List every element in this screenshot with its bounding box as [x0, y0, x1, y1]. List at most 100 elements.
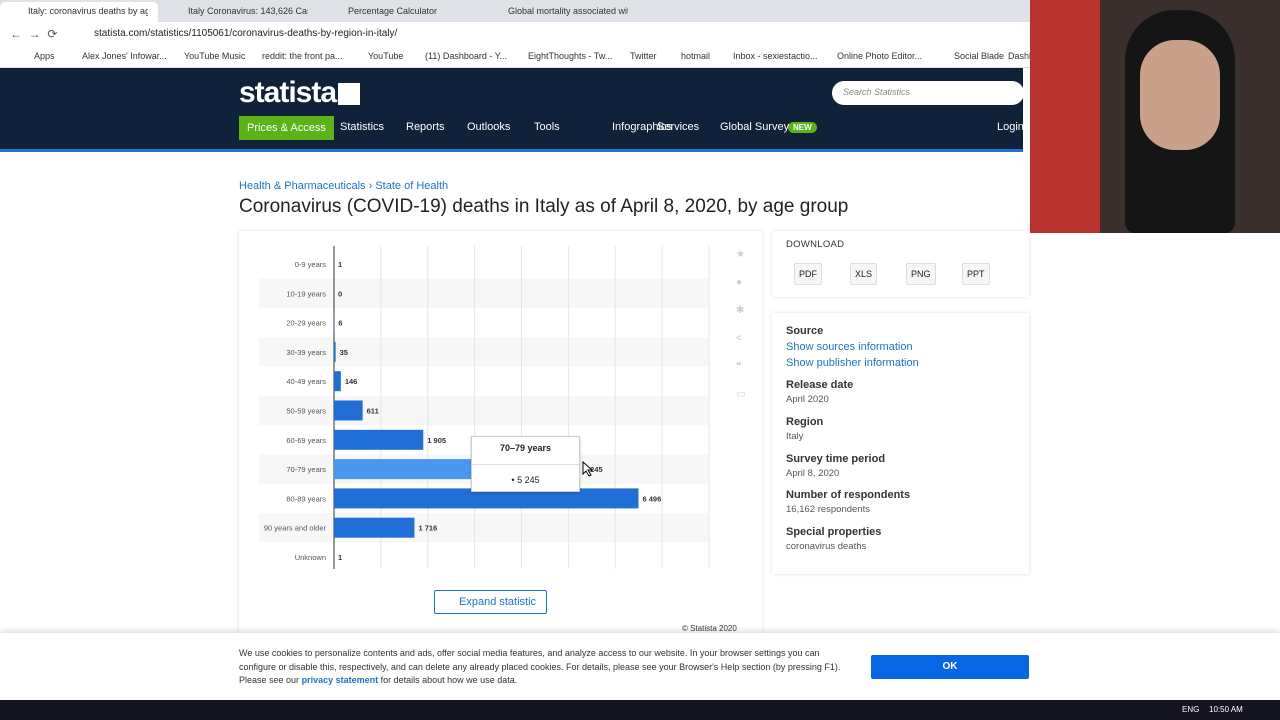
- bar: [334, 341, 336, 362]
- shelf: [1030, 0, 1100, 233]
- value-label: 1 716: [418, 524, 437, 533]
- detail-value: April 8, 2020: [786, 467, 840, 479]
- nav-item[interactable]: Services: [657, 121, 700, 133]
- source-link[interactable]: Show sources information: [786, 341, 913, 353]
- y-tick-label: 70-79 years: [286, 465, 326, 474]
- bookmark[interactable]: Social Blade: [954, 51, 1005, 61]
- tooltip-value-text: 5 245: [517, 475, 540, 485]
- prices-button[interactable]: Prices & Access: [239, 116, 334, 140]
- tab[interactable]: Italy Coronavirus: 143,626 Cases: [160, 2, 318, 22]
- detail-value: coronavirus deaths: [786, 541, 867, 553]
- cookie-body: We use cookies to personalize contents a…: [239, 648, 841, 685]
- tooltip-category: 70–79 years: [499, 443, 552, 453]
- cursor: [582, 461, 594, 477]
- y-tick-label: 50-59 years: [286, 407, 326, 416]
- nav-item[interactable]: Outlooks: [467, 121, 511, 133]
- download-button[interactable]: PPT: [962, 263, 990, 285]
- nav-item[interactable]: Statistics: [340, 121, 385, 133]
- bookmark[interactable]: reddit: the front pa...: [262, 51, 343, 61]
- ok-button[interactable]: OK: [871, 655, 1029, 679]
- login[interactable]: Login: [997, 121, 1024, 133]
- bookmark[interactable]: Inbox - sexiestactio...: [733, 51, 818, 61]
- bar: [334, 488, 639, 509]
- chart-tools[interactable]: ★ ● ✱ < ❝ ▭: [736, 249, 746, 400]
- download-button[interactable]: PDF: [794, 263, 822, 285]
- chart: 0-9 years 1 10-19 years 0 20-29 years 6 30-39 …: [259, 246, 710, 569]
- bar: [334, 429, 424, 450]
- url[interactable]: statista.com/statistics/1105061/coronavi…: [94, 28, 398, 39]
- row-band: [259, 278, 709, 308]
- tab-title: Global mortality associated with: [508, 6, 628, 16]
- row-band: [259, 337, 709, 367]
- nav-buttons[interactable]: ← → ⟳: [10, 27, 58, 41]
- copyright: © Statista 2020: [682, 624, 737, 633]
- tab-strip: Italy: coronavirus deaths by ag Italy Cor…: [0, 0, 1030, 22]
- bookmark[interactable]: EightThoughts - Tw...: [528, 51, 613, 61]
- webcam-overlay: [1030, 0, 1280, 233]
- row-band: [259, 395, 709, 426]
- y-tick-label: 0-9 years: [295, 260, 327, 269]
- bookmarks-bar: Apps Alex Jones' Infowar... YouTube Music r…: [0, 45, 1039, 68]
- detail-heading: Survey time period: [786, 452, 886, 465]
- breadcrumb-link[interactable]: State of Health: [375, 180, 449, 192]
- tab-title: Italy Coronavirus: 143,626 Cases: [188, 6, 308, 16]
- value-label: 35: [340, 348, 348, 357]
- search-box[interactable]: Search Statistics: [832, 81, 1024, 105]
- breadcrumb-link[interactable]: Health & Pharmaceuticals: [239, 180, 366, 192]
- tab-title: Percentage Calculator: [348, 6, 438, 16]
- nav-item[interactable]: Infographics: [612, 121, 672, 133]
- detail-heading: Region: [786, 415, 824, 428]
- details-panel: Source Show sources information Show publ…: [772, 313, 1029, 574]
- cookie-text: We use cookies to personalize contents a…: [239, 647, 849, 688]
- nav-item[interactable]: Tools: [534, 121, 560, 133]
- value-label: 146: [345, 377, 358, 386]
- value-label: 6 496: [643, 494, 662, 503]
- bookmark[interactable]: hotmail: [681, 51, 711, 61]
- detail-heading: Release date: [786, 379, 854, 391]
- tab[interactable]: Italy: coronavirus deaths by ag: [0, 2, 158, 22]
- detail-value: 16,162 respondents: [786, 504, 870, 516]
- privacy-link[interactable]: privacy statement: [301, 675, 379, 685]
- y-tick-label: 20-29 years: [286, 319, 326, 328]
- bookmark[interactable]: YouTube: [368, 51, 404, 61]
- download-button[interactable]: PNG: [906, 263, 936, 285]
- nav-item[interactable]: Reports: [406, 121, 445, 133]
- source-link[interactable]: Show publisher information: [786, 357, 919, 369]
- cookie-banner: We use cookies to personalize contents a…: [0, 633, 1280, 700]
- nav-item[interactable]: Global Survey: [720, 121, 790, 133]
- y-tick-label: 80-89 years: [286, 494, 326, 503]
- breadcrumb: Health & Pharmaceuticals › State of Heal…: [239, 180, 449, 192]
- bookmark[interactable]: Alex Jones' Infowar...: [82, 51, 167, 61]
- address-bar: ← → ⟳ statista.com/statistics/1105061/co…: [0, 22, 1030, 45]
- row-band: [259, 513, 709, 543]
- bookmark[interactable]: Dashbo: [1008, 51, 1040, 61]
- tab[interactable]: Percentage Calculator: [320, 2, 478, 22]
- expand-button[interactable]: Expand statistic: [434, 590, 548, 614]
- tab[interactable]: Global mortality associated with: [480, 2, 638, 22]
- taskbar: ENG 10:50 AM: [0, 700, 1280, 720]
- y-tick-label: 60-69 years: [286, 436, 326, 445]
- download-label: DOWNLOAD: [786, 239, 845, 250]
- value-label: 1 905: [427, 436, 446, 445]
- value-label: 1: [338, 260, 342, 269]
- y-tick-label: 90 years and older: [264, 524, 327, 533]
- bar: [334, 371, 341, 392]
- cookie-rest: for details about how we use data.: [380, 675, 518, 685]
- y-tick-label: 10-19 years: [286, 289, 326, 298]
- bookmark[interactable]: YouTube Music: [184, 51, 246, 61]
- page-title: Coronavirus (COVID-19) deaths in Italy a…: [239, 196, 849, 217]
- bookmark[interactable]: Online Photo Editor...: [837, 51, 923, 61]
- value-label: 5 245: [584, 465, 603, 474]
- value-label: 6: [338, 319, 342, 328]
- value-label: 1: [338, 553, 342, 562]
- bookmark[interactable]: Apps: [34, 51, 55, 61]
- download-button[interactable]: XLS: [850, 263, 878, 285]
- chart-card: 0-9 years 1 10-19 years 0 20-29 years 6 30-39 …: [239, 231, 762, 633]
- logo[interactable]: statista: [239, 76, 337, 109]
- taskbar-time: 10:50 AM: [1209, 705, 1243, 714]
- bookmark[interactable]: (11) Dashboard - Y...: [425, 51, 508, 61]
- bookmark[interactable]: Twitter: [630, 51, 657, 61]
- detail-value: April 2020: [786, 394, 829, 405]
- value-label: 0: [338, 289, 342, 298]
